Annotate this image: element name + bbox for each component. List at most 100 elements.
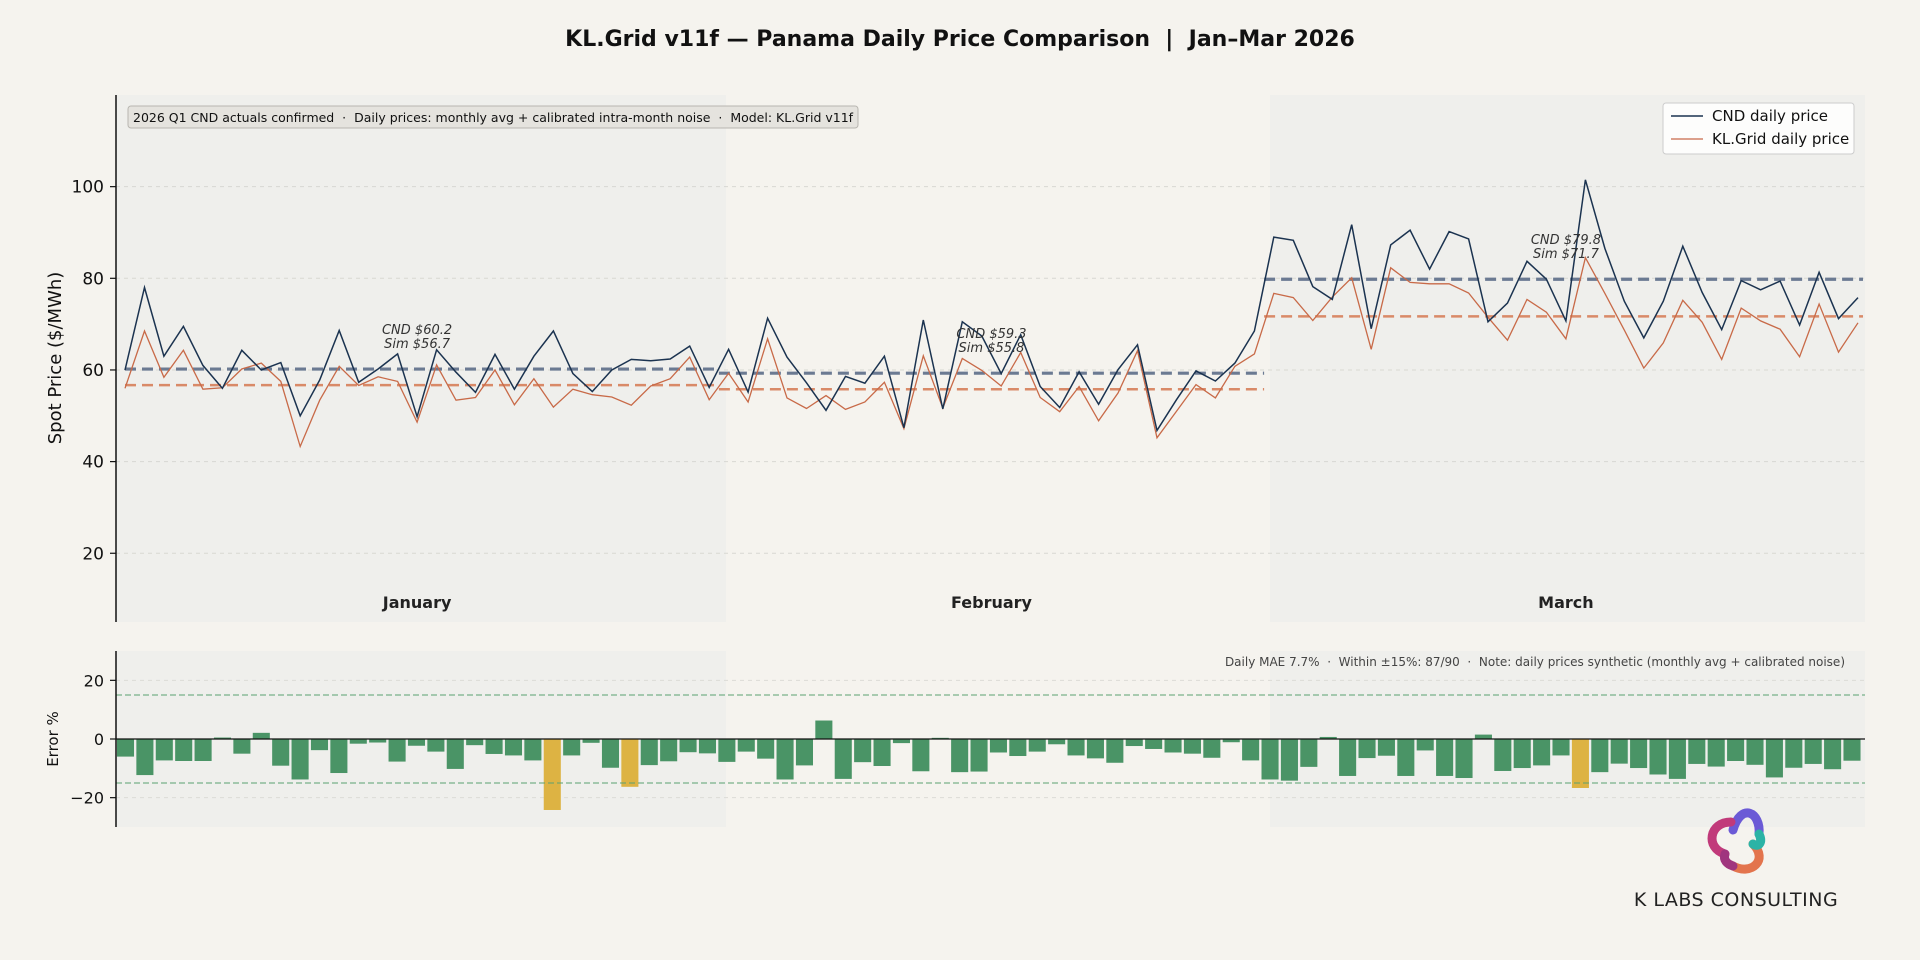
error-bar <box>1727 739 1745 761</box>
error-bar <box>834 739 852 779</box>
error-bar <box>854 739 872 763</box>
error-bar <box>757 739 775 759</box>
y-tick-label: 60 <box>82 361 104 381</box>
brand-name: K LABS CONSULTING <box>1634 889 1838 911</box>
error-bar <box>1668 739 1686 779</box>
error-bar <box>601 739 620 768</box>
error-bar <box>116 739 135 757</box>
series-line-sim <box>124 255 1859 449</box>
error-bar <box>1843 739 1861 761</box>
error-panel: −20 0 20 Error % Daily MAE 7.7% · Within ±… <box>44 651 1865 827</box>
month-shade-march <box>1270 95 1865 622</box>
error-bar <box>1300 739 1318 767</box>
error-bar <box>660 739 678 762</box>
y-tick-label: 100 <box>72 178 104 198</box>
error-bar <box>989 739 1007 753</box>
error-bar <box>524 739 542 761</box>
error-bar <box>563 739 581 756</box>
error-bar <box>873 739 891 766</box>
error-bar <box>233 739 251 754</box>
error-y-tick-label: −20 <box>70 789 104 808</box>
error-bar <box>1377 739 1395 756</box>
annotation-sim-avg: Sim $55.8 <box>959 341 1025 356</box>
error-bar <box>1533 739 1551 766</box>
error-bar <box>1824 739 1842 770</box>
error-bar <box>1125 739 1143 747</box>
error-bar <box>582 739 600 743</box>
error-bar <box>1145 739 1163 749</box>
error-bar <box>892 739 910 744</box>
error-bar <box>1552 739 1570 756</box>
error-bar <box>504 739 523 756</box>
error-bar <box>466 739 484 746</box>
error-bar <box>1455 739 1473 779</box>
error-bar <box>485 739 503 754</box>
error-bar <box>1358 739 1376 759</box>
note-text: 2026 Q1 CND actuals confirmed · Daily pr… <box>133 110 854 125</box>
error-bar <box>1436 739 1454 776</box>
annotation-sim-avg: Sim $71.7 <box>1533 247 1600 262</box>
error-bar <box>1339 739 1357 776</box>
legend-frame <box>1662 102 1855 155</box>
error-bar <box>951 739 969 773</box>
note-box-background <box>127 105 859 129</box>
error-bar-outside-band <box>621 739 639 787</box>
error-bar <box>388 739 406 762</box>
month-label: March <box>1538 593 1593 612</box>
error-bar <box>446 739 464 769</box>
legend: CND daily price KL.Grid daily price <box>1662 102 1855 155</box>
error-bar <box>1765 739 1783 778</box>
error-bar <box>175 739 193 761</box>
error-bar <box>718 739 736 762</box>
note-box: 2026 Q1 CND actuals confirmed · Daily pr… <box>127 105 859 129</box>
stats-text: Daily MAE 7.7% · Within ±15%: 87/90 · No… <box>1225 655 1845 669</box>
error-bar <box>349 739 367 744</box>
logo-loop-5 <box>1720 849 1738 871</box>
error-bar <box>1183 739 1201 754</box>
error-y-tick-label: 20 <box>84 671 104 690</box>
error-bar-outside-band <box>543 739 561 810</box>
error-bar <box>407 739 426 746</box>
error-bar <box>1067 739 1085 756</box>
error-bar <box>1474 734 1492 739</box>
error-bar <box>136 739 154 776</box>
error-bar <box>1048 739 1066 745</box>
error-bar <box>1028 739 1046 752</box>
error-bar <box>679 739 697 753</box>
error-bar <box>213 737 232 739</box>
error-bars <box>116 720 1861 810</box>
error-bar <box>1785 739 1803 768</box>
error-bar <box>737 739 755 752</box>
error-bar <box>1610 739 1628 764</box>
error-bar <box>252 732 270 739</box>
annotation-cnd-avg: CND $59.3 <box>956 327 1026 342</box>
error-bar <box>1086 739 1104 759</box>
error-bar <box>776 739 794 780</box>
error-bar <box>815 720 833 739</box>
error-bar <box>1222 739 1240 743</box>
error-bar <box>1106 739 1124 763</box>
logo-loop-3 <box>1707 817 1736 859</box>
month-label: February <box>951 593 1033 612</box>
y-tick-labels: 20 40 60 80 100 <box>72 178 116 564</box>
error-bar <box>1009 739 1027 757</box>
error-bar <box>1280 739 1298 781</box>
error-bar <box>1242 739 1260 761</box>
legend-label-sim: KL.Grid daily price <box>1712 130 1849 148</box>
error-y-tick-label: 0 <box>94 730 104 749</box>
logo-loop-4 <box>1748 829 1766 850</box>
error-bar <box>1397 739 1415 776</box>
error-bar <box>970 739 988 772</box>
error-bar <box>1804 739 1822 764</box>
tolerance-band-lines <box>116 694 1865 784</box>
error-bar <box>1630 739 1648 769</box>
error-bar <box>912 739 930 772</box>
error-bar <box>1164 739 1182 753</box>
annotation-sim-avg: Sim $56.7 <box>384 337 451 352</box>
y-tick-label: 80 <box>82 269 104 289</box>
y-tick-label: 40 <box>82 453 104 473</box>
month-label: January <box>382 593 452 612</box>
error-bar <box>1416 739 1434 751</box>
